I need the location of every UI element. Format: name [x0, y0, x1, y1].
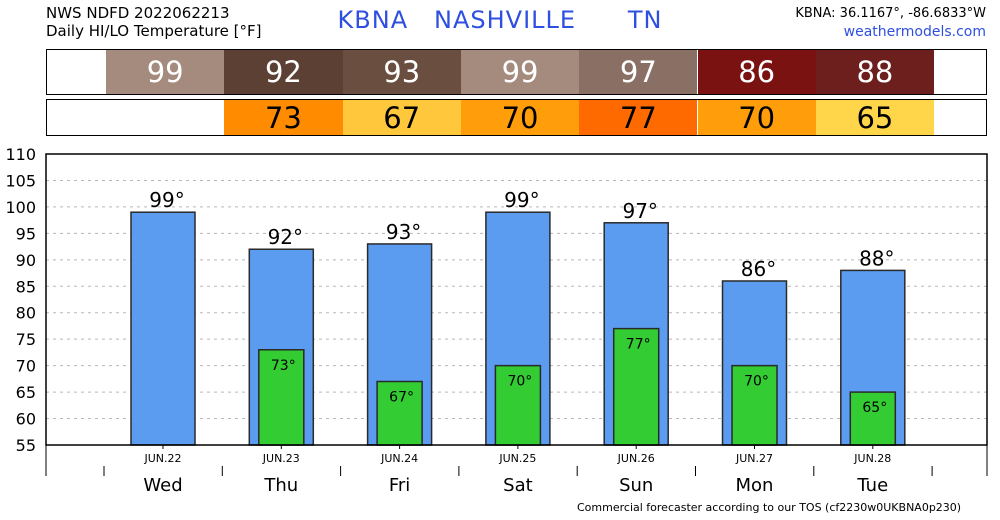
high-temp-label: 99° [149, 188, 184, 212]
high-temperature-strip: 99 92 93 99 97 86 88 [46, 49, 987, 95]
low-temp-bar [731, 364, 778, 446]
high-temp-label: 92° [268, 225, 303, 249]
y-tick-label: 70 [16, 357, 36, 376]
date-label: JUN.23 [262, 452, 300, 465]
y-tick-label: 110 [5, 145, 36, 164]
high-temp-label: 99° [504, 188, 539, 212]
header-right: KBNA: 36.1167°, -86.6833°W weathermodels… [795, 4, 986, 42]
low-temp-bar [494, 364, 542, 446]
day-label: Sun [619, 475, 653, 496]
day-label: Mon [736, 475, 774, 496]
y-tick-label: 80 [16, 304, 36, 323]
high-temperature-cell: 88 [815, 50, 935, 94]
date-label: JUN.28 [853, 452, 891, 465]
high-temp-bar [130, 211, 196, 446]
y-tick-label: 85 [16, 277, 36, 296]
high-temperature-cell: 93 [342, 50, 461, 94]
station-title: KBNA NASHVILLE TN [0, 6, 1000, 34]
y-tick-label: 65 [16, 383, 36, 402]
high-temperature-cell: 86 [697, 50, 816, 94]
station-city: NASHVILLE [434, 6, 577, 34]
y-tick-label: 95 [16, 224, 36, 243]
low-temp-label: 67° [389, 390, 414, 406]
day-label: Fri [389, 475, 410, 496]
high-temp-label: 97° [622, 199, 657, 223]
high-temperature-cell: 92 [224, 50, 343, 94]
low-temperature-cell: 67 [342, 100, 461, 135]
high-temp-label: 93° [386, 220, 421, 244]
date-label: JUN.25 [498, 452, 536, 465]
y-tick-label: 60 [16, 410, 36, 429]
header-left: NWS NDFD 2022062213 Daily HI/LO Temperat… [46, 4, 262, 40]
day-label: Tue [856, 475, 888, 496]
low-temp-bar [258, 349, 305, 446]
day-label: Sat [503, 475, 533, 496]
low-temp-label: 70° [507, 374, 532, 390]
product-title: NWS NDFD 2022062213 [46, 4, 230, 22]
site-link[interactable]: weathermodels.com [843, 24, 986, 40]
low-temp-label: 65° [862, 400, 887, 416]
low-temperature-cell: 65 [815, 100, 935, 135]
y-tick-label: 105 [5, 171, 36, 190]
low-temperature-cell: 77 [579, 100, 698, 135]
station-state: TN [627, 6, 663, 34]
y-tick-label: 75 [16, 330, 36, 349]
high-temperature-cell: 99 [460, 50, 580, 94]
low-temperature-cell: 70 [460, 100, 580, 135]
low-temperature-strip: 73 67 70 77 70 65 [46, 99, 987, 136]
low-temp-label: 70° [744, 374, 769, 390]
date-label: JUN.24 [380, 452, 418, 465]
high-temp-label: 86° [741, 257, 776, 281]
station-coordinates: KBNA: 36.1167°, -86.6833°W [795, 6, 986, 21]
day-label: Wed [143, 475, 182, 496]
date-label: JUN.27 [735, 452, 773, 465]
y-tick-label: 100 [5, 198, 36, 217]
date-label: JUN.26 [617, 452, 655, 465]
y-tick-label: 90 [16, 251, 36, 270]
station-code: KBNA [337, 6, 409, 34]
y-tick-label: 55 [16, 436, 36, 455]
low-temperature-cell: 70 [697, 100, 816, 135]
low-temperature-cell: 73 [224, 100, 343, 135]
high-temperature-cell: 97 [579, 50, 698, 94]
product-subtitle: Daily HI/LO Temperature [°F] [46, 22, 262, 40]
plot-frame [45, 153, 988, 446]
day-label: Thu [263, 475, 298, 496]
low-temp-bar [612, 327, 660, 446]
footer-note: Commercial forecaster according to our T… [577, 501, 962, 514]
low-temp-label: 77° [626, 337, 651, 353]
low-temp-bar [376, 380, 423, 446]
low-temperature-cell [106, 100, 225, 135]
high-temp-label: 88° [859, 246, 894, 270]
high-temperature-cell: 99 [106, 50, 225, 94]
date-label: JUN.22 [143, 452, 181, 465]
low-temp-label: 73° [271, 358, 296, 374]
